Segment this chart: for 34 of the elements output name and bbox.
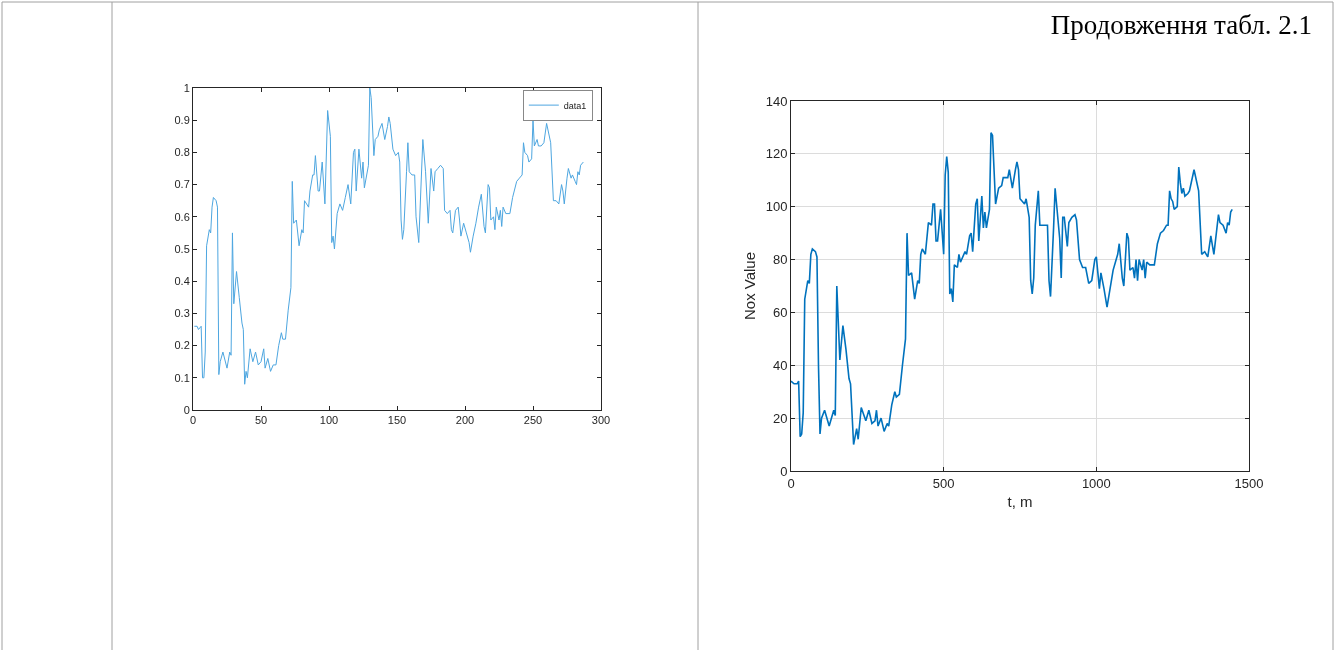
y-tick-label: 0: [183, 403, 190, 416]
y-tick-label: 100: [765, 199, 788, 215]
text: Продовження табл. 2.1: [1050, 10, 1312, 41]
x-tick-label: 500: [932, 475, 955, 491]
y-tick-label: 0: [780, 463, 788, 479]
x-tick-label: 150: [387, 414, 407, 427]
y-tick-label: 0.4: [174, 275, 190, 288]
y-tick-label: 0.3: [174, 307, 190, 320]
line-series: [193, 88, 584, 385]
x-tick-label: 300: [591, 414, 611, 427]
x-tick-label: 50: [254, 414, 268, 427]
x-tick-label: 1000: [1081, 475, 1111, 491]
y-tick-label: 1: [183, 81, 190, 94]
y-axis-title: Nox Value: [740, 251, 758, 321]
x-tick-label: 250: [523, 414, 543, 427]
y-tick-label: 140: [765, 93, 788, 109]
x-axis-title: t, m: [1007, 492, 1033, 510]
y-tick-label: 120: [765, 146, 788, 162]
line-series: [791, 131, 1234, 446]
y-tick-label: 60: [772, 304, 788, 320]
x-tick-label: 100: [319, 414, 339, 427]
y-tick-label: 80: [772, 252, 788, 268]
y-tick-label: 0.7: [174, 178, 190, 191]
y-tick-label: 0.9: [174, 114, 190, 127]
y-tick-label: 0.1: [174, 371, 190, 384]
y-tick-label: 40: [772, 357, 788, 373]
y-tick-label: 0.6: [174, 210, 190, 223]
legend-label: data1: [563, 100, 587, 111]
x-tick-label: 1500: [1234, 475, 1264, 491]
y-tick-label: 0.8: [174, 146, 190, 159]
y-tick-label: 20: [772, 410, 788, 426]
x-tick-label: 200: [455, 414, 475, 427]
y-tick-label: 0.2: [174, 339, 190, 352]
y-tick-label: 0.5: [174, 242, 190, 255]
